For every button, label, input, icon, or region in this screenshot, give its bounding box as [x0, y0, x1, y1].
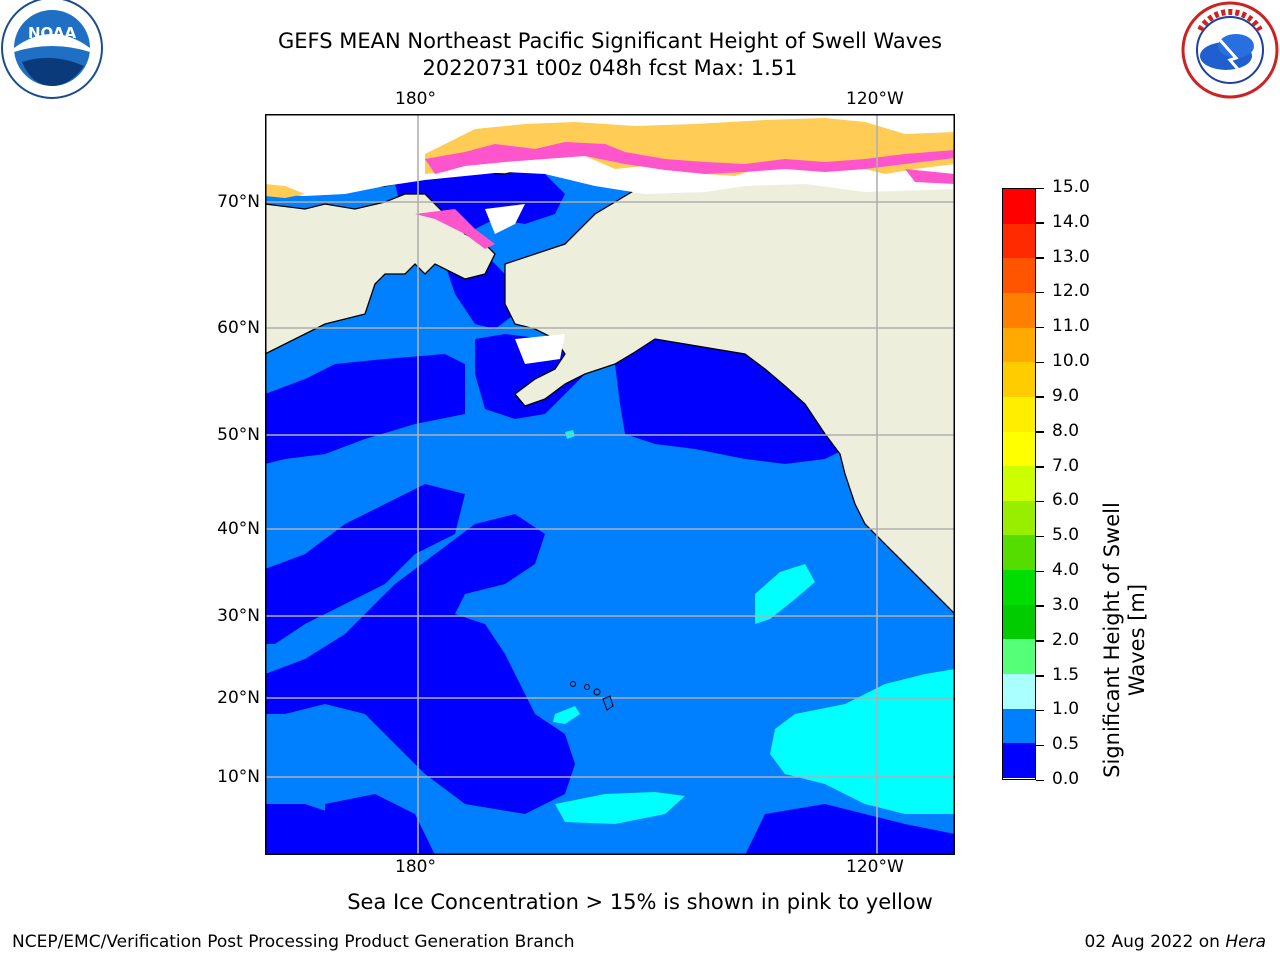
colorbar-segment [1003, 258, 1035, 294]
colorbar-segment [1003, 639, 1035, 675]
lat-label-40n: 40°N [217, 519, 260, 539]
noaa-logo: NOAA [0, 0, 104, 104]
colorbar-tick-label: 10.0 [1052, 351, 1090, 372]
colorbar-tick-label: 8.0 [1052, 420, 1080, 441]
colorbar-tick-mark [1036, 466, 1044, 468]
colorbar-segment [1003, 327, 1035, 363]
colorbar-tick-label: 0.0 [1052, 769, 1080, 789]
colorbar-tick-label: 1.5 [1052, 664, 1080, 685]
lat-label-60n: 60°N [217, 318, 260, 338]
colorbar-tick-mark [1036, 535, 1044, 538]
sea-ice-band [265, 118, 955, 249]
colorbar-tick-mark [1036, 396, 1044, 398]
colorbar-tick-label: 6.0 [1052, 490, 1080, 511]
colorbar-segment [1003, 362, 1035, 398]
colorbar-tick-mark [1036, 570, 1044, 573]
colorbar-tick-mark [1036, 500, 1044, 503]
footer-date-text: 02 Aug 2022 on [1084, 932, 1226, 952]
colorbar-tick-mark [1036, 744, 1044, 747]
colorbar-tick-label: 15.0 [1052, 177, 1090, 197]
colorbar-tick-label: 14.0 [1052, 211, 1090, 232]
colorbar-tick-label: 11.0 [1052, 316, 1090, 337]
colorbar-segment [1003, 292, 1035, 329]
colorbar-tick-label: 1.0 [1052, 699, 1080, 720]
colorbar-tick-label: 7.0 [1052, 455, 1080, 476]
colorbar-segment [1003, 604, 1035, 640]
colorbar-tick-label: 13.0 [1052, 246, 1090, 267]
colorbar-tick-mark [1036, 605, 1044, 607]
lat-label-70n: 70°N [217, 192, 260, 212]
colorbar-tick-mark [1036, 640, 1044, 642]
colorbar-segment [1003, 535, 1035, 571]
lon-label-bottom-120w: 120°W [846, 857, 904, 877]
colorbar-tick-label: 5.0 [1052, 525, 1080, 546]
colorbar-segment [1003, 189, 1035, 225]
colorbar-label-line2: Waves [m] [1125, 583, 1149, 697]
colorbar-label-line1: Significant Height of Swell [1100, 502, 1124, 778]
colorbar-tick-mark [1036, 361, 1044, 364]
colorbar-tick-label: 2.0 [1052, 629, 1080, 650]
noaa-logo-text: NOAA [28, 24, 77, 42]
colorbar-segment [1003, 674, 1035, 710]
chart-title: GEFS MEAN Northeast Pacific Significant … [277, 29, 943, 53]
lat-label-30n: 30°N [217, 606, 260, 626]
colorbar-segment [1003, 500, 1035, 536]
colorbar-tick-mark [1036, 326, 1044, 329]
colorbar-segment [1003, 570, 1035, 606]
footer-credit: NCEP/EMC/Verification Post Processing Pr… [12, 932, 575, 952]
colorbar-tick-mark [1036, 222, 1044, 224]
colorbar-tick-mark [1036, 675, 1044, 677]
footer-date: 02 Aug 2022 on Hera [1084, 932, 1266, 952]
colorbar [1002, 188, 1036, 780]
colorbar-tick-mark [1036, 779, 1044, 781]
map-panel [264, 113, 956, 855]
colorbar-segment [1003, 223, 1035, 259]
sea-ice-caption: Sea Ice Concentration > 15% is shown in … [347, 890, 933, 914]
lat-label-20n: 20°N [217, 688, 260, 708]
hawaii-islands [570, 681, 614, 711]
colorbar-segment [1003, 396, 1035, 433]
lon-label-top-120w: 120°W [846, 89, 904, 109]
colorbar-tick-mark [1036, 187, 1044, 189]
swell-height-map [264, 113, 956, 855]
colorbar-segments [1003, 189, 1035, 779]
lat-label-10n: 10°N [217, 767, 260, 787]
chart-subtitle: 20220731 t00z 048h fcst Max: 1.51 [422, 56, 798, 80]
colorbar-tick-label: 9.0 [1052, 385, 1080, 406]
nws-logo [1180, 0, 1280, 100]
lat-label-50n: 50°N [217, 425, 260, 445]
colorbar-segment [1003, 431, 1035, 467]
colorbar-tick-mark [1036, 431, 1044, 433]
colorbar-tick-label: 3.0 [1052, 594, 1080, 615]
colorbar-segment [1003, 466, 1035, 502]
map-border [265, 114, 955, 855]
colorbar-tick-label: 12.0 [1052, 281, 1090, 302]
colorbar-tick-mark [1036, 709, 1044, 712]
graticule [265, 114, 955, 855]
lon-label-bottom-180: 180° [395, 857, 436, 877]
colorbar-segment [1003, 708, 1035, 744]
colorbar-segment [1003, 743, 1035, 779]
lon-label-top-180: 180° [395, 89, 436, 109]
footer-machine: Hera [1225, 932, 1266, 952]
colorbar-tick-label: 4.0 [1052, 560, 1080, 581]
colorbar-tick-label: 0.5 [1052, 734, 1080, 755]
colorbar-tick-mark [1036, 257, 1044, 259]
colorbar-tick-mark [1036, 291, 1044, 294]
